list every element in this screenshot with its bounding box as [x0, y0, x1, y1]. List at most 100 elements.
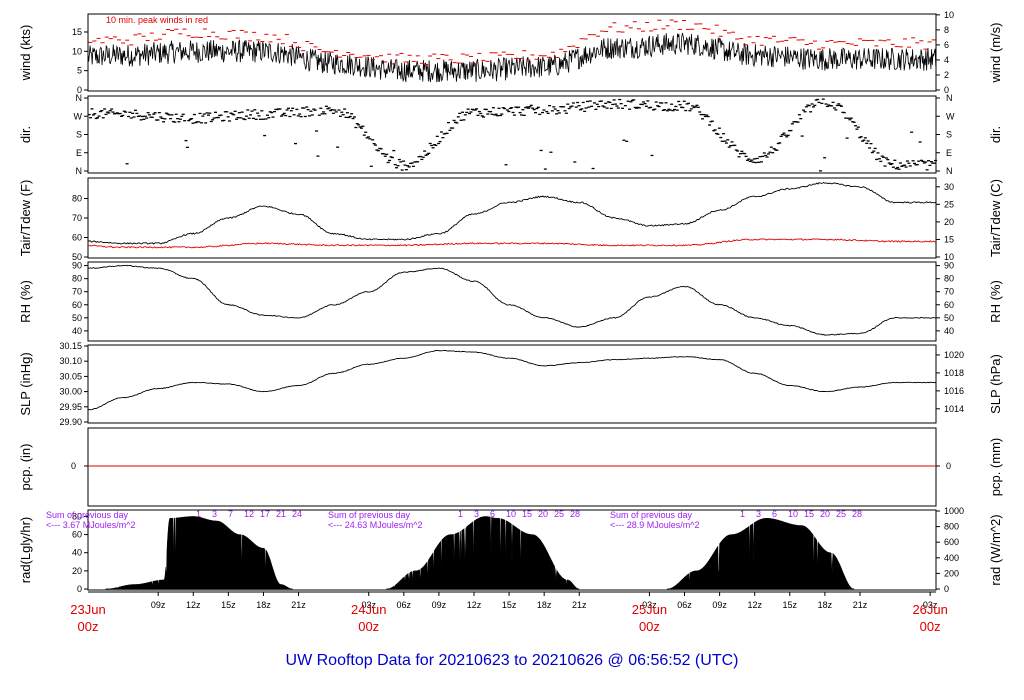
- x-tick-label: 18z: [537, 600, 552, 610]
- rh-right-tick-label: 80: [944, 274, 954, 284]
- rad-hour-label: 1: [196, 509, 201, 519]
- rad-hour-label: 7: [228, 509, 233, 519]
- day-label-hour: 00z: [920, 619, 941, 634]
- rad-hour-label: 10: [506, 509, 516, 519]
- rad-hour-label: 25: [554, 509, 564, 519]
- rh-left-axis-label: RH (%): [18, 280, 33, 323]
- rh-right-tick-label: 90: [944, 261, 954, 271]
- rh-left-tick-label: 70: [72, 287, 82, 297]
- slp-left-tick-label: 30.10: [59, 356, 82, 366]
- x-tick-label: 09z: [151, 600, 166, 610]
- day-label-date: 24Jun: [351, 602, 386, 617]
- rh-right-tick-label: 60: [944, 300, 954, 310]
- slp-right-tick-label: 1016: [944, 386, 964, 396]
- day-label-hour: 00z: [639, 619, 660, 634]
- x-tick-label: 15z: [502, 600, 517, 610]
- tair-frame: [87, 177, 937, 259]
- slp-right-tick-label: 1018: [944, 368, 964, 378]
- rad-note-line1: Sum of previous day: [328, 510, 411, 520]
- rad-left-tick-label: 80: [72, 511, 82, 521]
- rh-left-tick-label: 60: [72, 300, 82, 310]
- panel-rad: rad(Lgly/hr) rad (W/m^2)02040608002004006…: [18, 506, 1003, 594]
- panel-tair: Tair/Tdew (F) Tair/Tdew (C) 50 60 70 80 10 15 20…: [18, 177, 1003, 262]
- rad-hour-label: 20: [538, 509, 548, 519]
- rad-hour-label: 25: [836, 509, 846, 519]
- rad-frame: [87, 509, 937, 591]
- wind-right-tick-label: 2: [944, 70, 949, 80]
- wind-right-axis-label: wind (m/s): [988, 23, 1003, 84]
- dir-left-tick-label: E: [76, 148, 82, 158]
- rh-right-axis-label: RH (%): [988, 280, 1003, 323]
- panel-pcp: pcp. (in) pcp. (mm) 0 0: [18, 427, 1003, 507]
- rad-hour-label: 28: [570, 509, 580, 519]
- rad-hour-label: 24: [292, 509, 302, 519]
- wind-left-tick-label: 10: [72, 46, 82, 56]
- slp-right-tick-label: 1020: [944, 350, 964, 360]
- rad-day-area-0: [105, 516, 293, 590]
- rad-hour-label: 21: [276, 509, 286, 519]
- rad-right-tick-label: 800: [944, 522, 959, 532]
- dir-right-tick-label: E: [946, 148, 952, 158]
- rad-left-tick-label: 20: [72, 566, 82, 576]
- wind-left-tick-label: 15: [72, 27, 82, 37]
- rad-right-tick-label: 200: [944, 568, 959, 578]
- x-tick-label: 12z: [747, 600, 762, 610]
- slp-left-tick-label: 30.00: [59, 387, 82, 397]
- rad-hour-label: 1: [458, 509, 463, 519]
- day-label-date: 26Jun: [912, 602, 947, 617]
- wind-annotation: 10 min. peak winds in red: [106, 15, 208, 25]
- rad-hour-label: 3: [756, 509, 761, 519]
- panel-slp: SLP (inHg) SLP (hPa) 29.90 29.95 30.00 30.05 3…: [18, 341, 1003, 427]
- rad-hour-label: 20: [820, 509, 830, 519]
- figure-title: UW Rooftop Data for 20210623 to 20210626…: [286, 652, 739, 669]
- rad-hour-label: 3: [474, 509, 479, 519]
- tair-right-tick-label: 10: [944, 252, 954, 262]
- rad-hour-label: 6: [772, 509, 777, 519]
- day-label-hour: 00z: [358, 619, 379, 634]
- tair-left-tick-label: 60: [72, 233, 82, 243]
- wind-peak-series: [88, 19, 936, 66]
- rad-hour-label: 17: [260, 509, 270, 519]
- dir-right-tick-label: S: [946, 130, 952, 140]
- rh-left-tick-label: 50: [72, 313, 82, 323]
- tair-right-axis-label: Tair/Tdew (C): [988, 179, 1003, 257]
- dir-right-tick-label: N: [946, 166, 953, 176]
- rad-right-tick-label: 600: [944, 537, 959, 547]
- day-label-date: 23Jun: [70, 602, 105, 617]
- dir-right-tick-label: N: [946, 93, 953, 103]
- rad-day-area-2: [667, 518, 855, 590]
- slp-right-tick-label: 1014: [944, 404, 964, 414]
- rad-hour-label: 12: [244, 509, 254, 519]
- wind-left-tick-label: 0: [77, 85, 82, 95]
- pcp-left-axis-label: pcp. (in): [18, 444, 33, 491]
- dir-left-tick-label: S: [76, 130, 82, 140]
- slp-left-tick-label: 29.90: [59, 417, 82, 427]
- pcp-right-axis-label: pcp. (mm): [988, 438, 1003, 497]
- tair-left-axis-label: Tair/Tdew (F): [18, 180, 33, 257]
- wind-right-tick-label: 4: [944, 55, 949, 65]
- x-tick-label: 09z: [432, 600, 447, 610]
- x-tick-label: 09z: [712, 600, 727, 610]
- tair-left-tick-label: 80: [72, 194, 82, 204]
- rad-hour-label: 10: [788, 509, 798, 519]
- rad-right-axis-label: rad (W/m^2): [988, 514, 1003, 585]
- panel-rh: RH (%) RH (%) 40 50 60 70 80 90 40 50 60 70 80 90: [18, 261, 1003, 342]
- tair-series-1: [88, 238, 937, 249]
- rad-hour-label: 1: [740, 509, 745, 519]
- panel-wind: wind (kts) wind (m/s) 0 5 10 15 0 2 4 6 8 10 10 min.…: [18, 10, 1003, 95]
- dir-left-axis-label: dir.: [18, 126, 33, 143]
- x-tick-label: 21z: [572, 600, 587, 610]
- wind-left-axis-label: wind (kts): [18, 25, 33, 82]
- rad-right-tick-label: 400: [944, 553, 959, 563]
- tair-right-tick-label: 20: [944, 217, 954, 227]
- rad-left-tick-label: 60: [72, 530, 82, 540]
- rad-hour-label: 3: [212, 509, 217, 519]
- rh-series-0: [87, 264, 937, 336]
- slp-series-0: [87, 349, 937, 411]
- x-tick-label: 15z: [221, 600, 236, 610]
- rad-left-axis-label: rad(Lgly/hr): [18, 517, 33, 583]
- x-tick-label: 03z: [923, 600, 938, 610]
- x-tick-label: 03z: [361, 600, 376, 610]
- rh-frame: [87, 261, 937, 342]
- x-tick-label: 15z: [783, 600, 798, 610]
